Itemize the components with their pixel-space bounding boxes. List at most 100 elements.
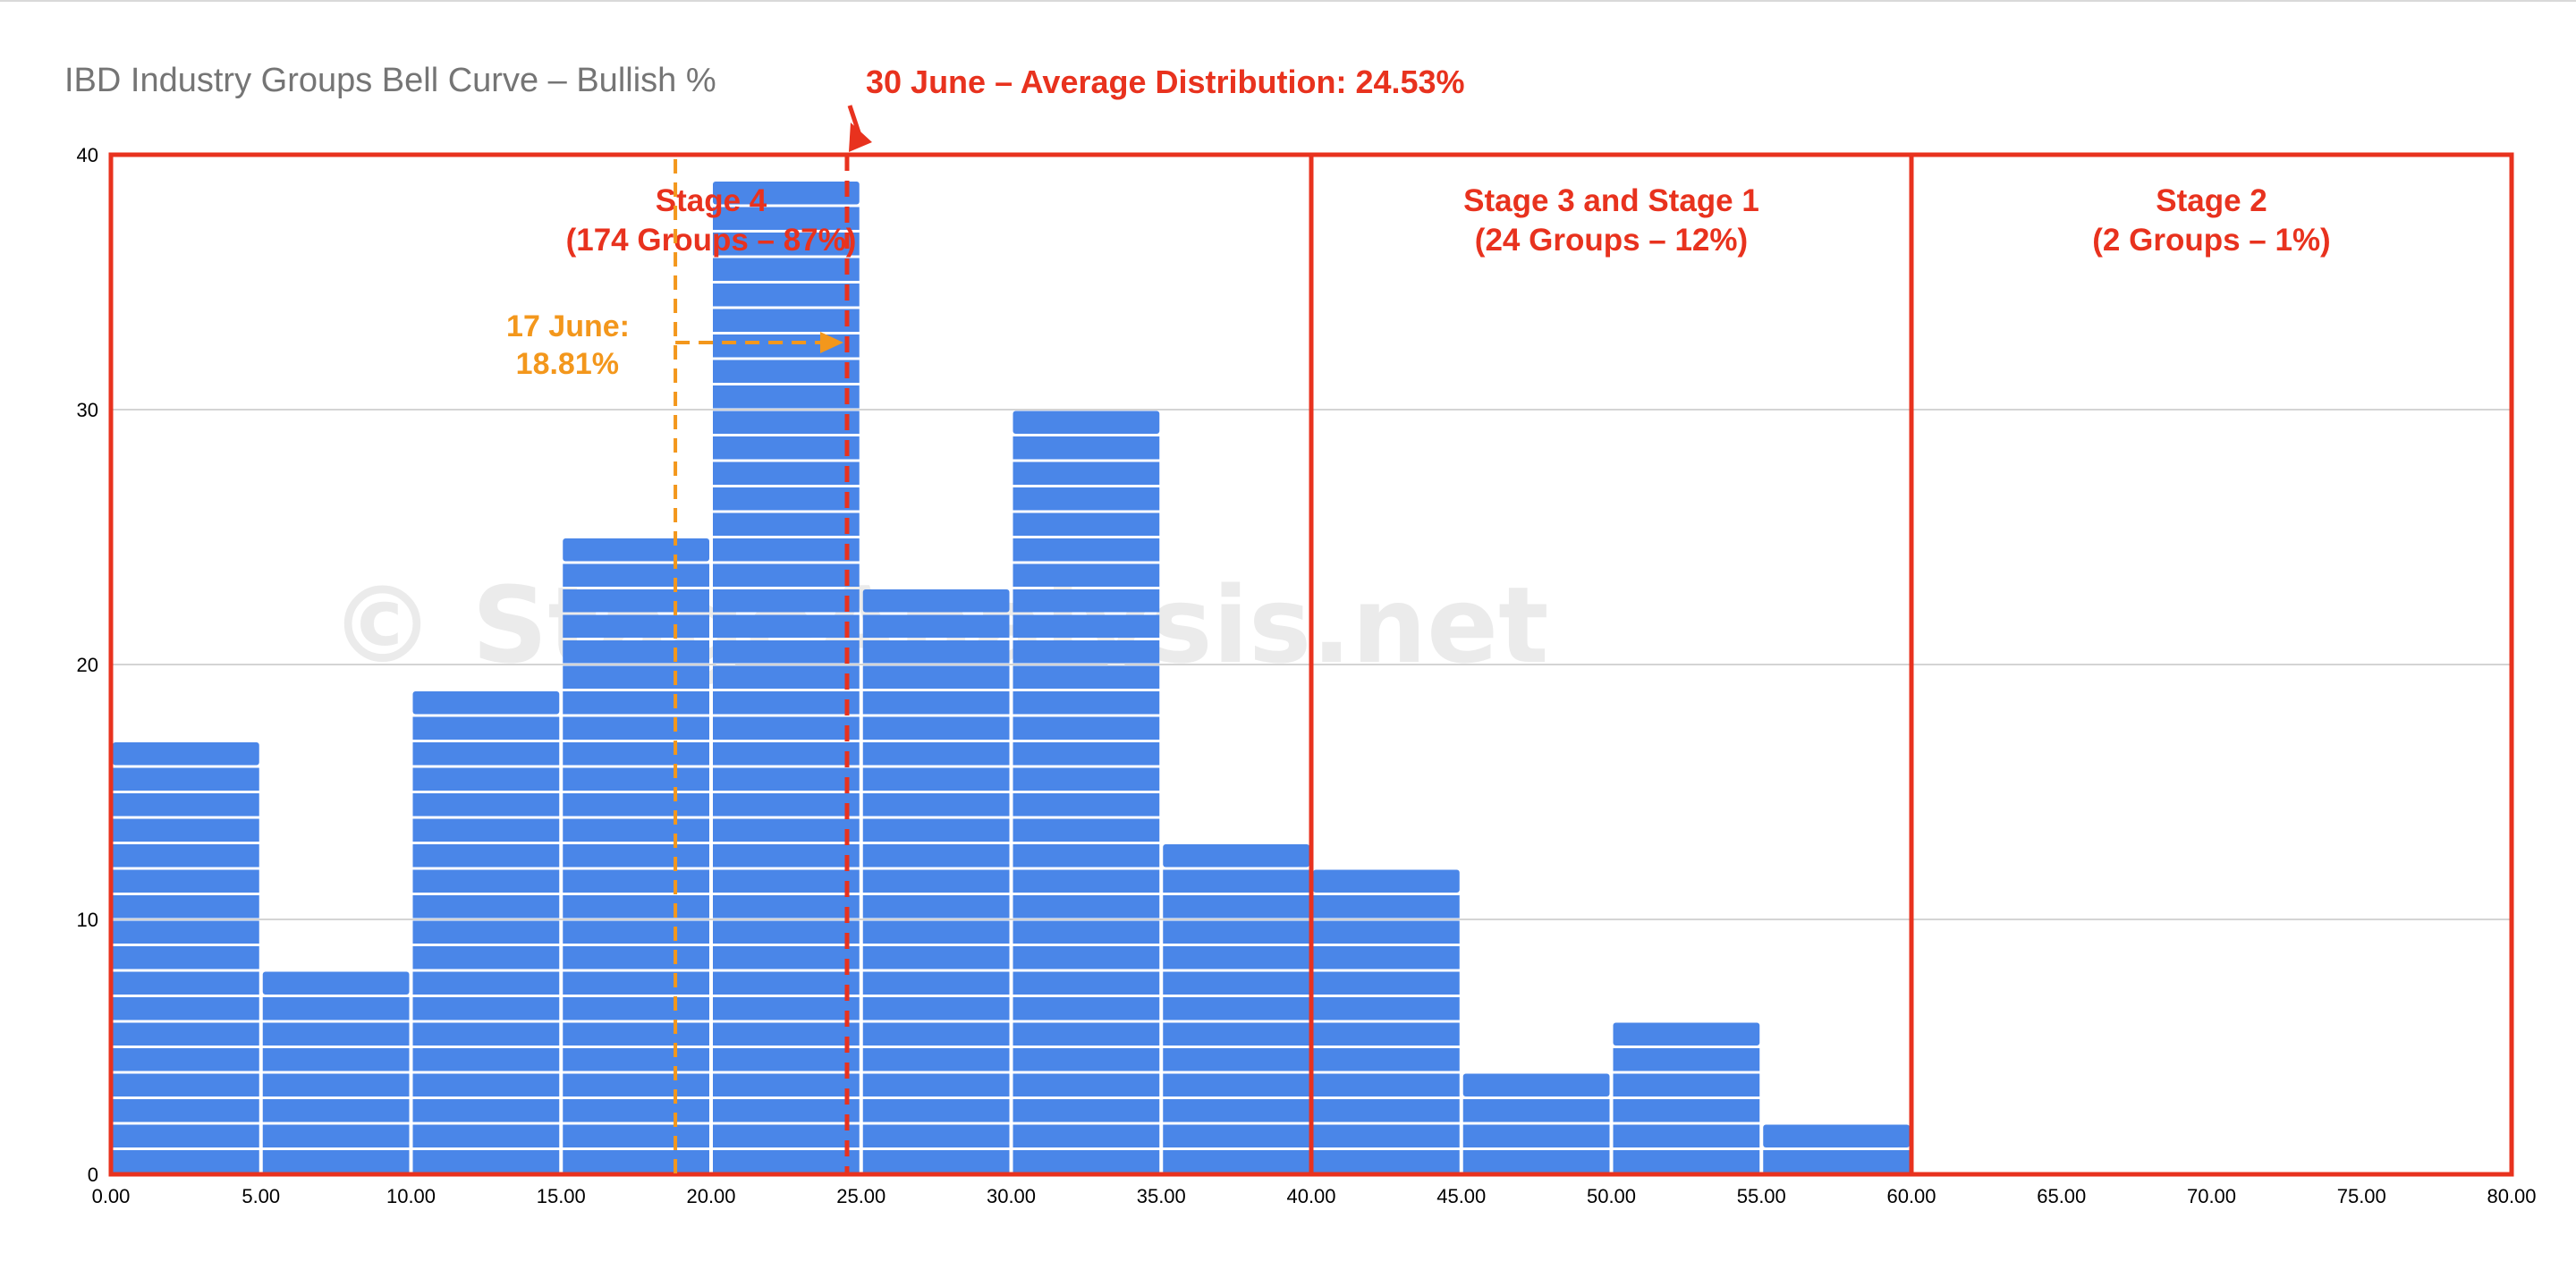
histogram-bar-segment [563,1150,709,1173]
pointer-arrow-head [848,123,872,152]
histogram-bar-segment [713,258,860,281]
histogram-bar-segment [412,818,560,842]
histogram-bar-segment [862,971,1010,995]
histogram-bar-segment [563,691,709,715]
histogram-bar-segment [862,640,1010,664]
x-tick-label: 10.00 [386,1185,436,1207]
histogram-bar-segment [713,742,860,766]
histogram-bar-segment [862,1022,1010,1046]
histogram-bar-segment [1013,512,1160,536]
histogram-bar-segment [262,997,410,1020]
histogram-bar-segment [1013,767,1160,791]
histogram-bar-segment [862,767,1010,791]
histogram-bar-segment [563,1048,709,1071]
histogram-bar-segment [862,742,1010,766]
histogram-bar-segment [1013,716,1160,740]
histogram-bar-segment [563,895,709,919]
stage-zone-title: Stage 2 [2156,183,2267,218]
histogram-bar-segment [1163,971,1309,995]
histogram-bar-segment [713,767,860,791]
histogram-bar-segment [563,767,709,791]
histogram-bar-segment [1013,946,1160,969]
histogram-bar-segment [1313,920,1460,944]
x-tick-label: 70.00 [2187,1185,2236,1207]
histogram-bar-segment [1013,1022,1160,1046]
histogram-bar-segment [713,309,860,332]
histogram-bar-segment [1013,844,1160,868]
histogram-bar-segment [563,589,709,613]
histogram-bar-segment [1763,1124,1910,1147]
histogram-bar-segment [1013,818,1160,842]
histogram-bar-segment [713,716,860,740]
x-tick-label: 60.00 [1886,1185,1936,1207]
histogram-bar-segment [713,1150,860,1173]
histogram-bar-segment [262,1099,410,1122]
stage-zone-count: (2 Groups – 1%) [2092,223,2330,258]
histogram-bar-segment [412,895,560,919]
histogram-bar-segment [1613,1073,1760,1096]
histogram-bar-segment [1313,971,1460,995]
histogram-bar-segment [262,1124,410,1147]
y-tick-label: 0 [88,1164,98,1186]
x-tick-label: 65.00 [2037,1185,2086,1207]
x-tick-label: 40.00 [1286,1185,1335,1207]
histogram-bar-segment [713,946,860,969]
histogram-bar-segment [113,844,259,868]
histogram-bar-segment [412,742,560,766]
histogram-bar-segment [1313,1022,1460,1046]
x-tick-label: 5.00 [242,1185,280,1207]
x-tick-label: 55.00 [1737,1185,1786,1207]
y-tick-label: 20 [77,654,98,676]
histogram-bar-segment [1313,1073,1460,1096]
histogram-bar-segment [262,1048,410,1071]
histogram-bar-segment [412,971,560,995]
histogram-bar-segment [1313,1150,1460,1173]
histogram-bar-segment [862,844,1010,868]
histogram-bar-segment [1763,1150,1910,1173]
histogram-bar-segment [862,589,1010,613]
histogram-bar-segment [563,1124,709,1147]
chart-title: IBD Industry Groups Bell Curve – Bullish… [64,62,716,99]
stage-zone-title: Stage 4 [656,183,767,218]
histogram-bar-segment [1013,538,1160,562]
x-tick-label: 45.00 [1436,1185,1486,1207]
histogram-bar-segment [1013,691,1160,715]
histogram-bar-segment [113,946,259,969]
histogram-bar-segment [713,971,860,995]
stage-zone-count: (174 Groups – 87%) [566,223,857,258]
histogram-bar-segment [412,1073,560,1096]
histogram-bar-segment [713,640,860,664]
histogram-bar-segment [713,461,860,485]
histogram-bar-segment [862,920,1010,944]
histogram-bar-segment [862,1073,1010,1096]
histogram-bar-segment [862,793,1010,817]
histogram-bar-segment [862,1099,1010,1122]
histogram-bar-segment [713,818,860,842]
histogram-bar-segment [713,1073,860,1096]
x-tick-label: 0.00 [92,1185,131,1207]
histogram-bar-segment [113,895,259,919]
histogram-bar-segment [113,818,259,842]
histogram-bar-segment [1163,1073,1309,1096]
histogram-bar-segment [262,971,410,995]
histogram-bar-segment [1013,411,1160,434]
x-tick-label: 25.00 [836,1185,886,1207]
histogram-bar-segment [1013,1150,1160,1173]
histogram-bar-segment [1613,1099,1760,1122]
histogram-bar-segment [713,538,860,562]
histogram-bar-segment [1313,895,1460,919]
histogram-bar-segment [563,640,709,664]
y-tick-label: 40 [77,144,98,166]
histogram-bar-segment [713,895,860,919]
x-tick-label: 20.00 [686,1185,735,1207]
histogram-bar-segment [713,360,860,383]
histogram-bar-segment [113,997,259,1020]
x-tick-label: 15.00 [537,1185,586,1207]
histogram-bar-segment [1013,793,1160,817]
histogram-bar-segment [1013,665,1160,689]
histogram-bar-segment [713,233,860,256]
stage-zone-count: (24 Groups – 12%) [1475,223,1748,258]
histogram-bar-segment [113,971,259,995]
histogram-bar-segment [862,1150,1010,1173]
